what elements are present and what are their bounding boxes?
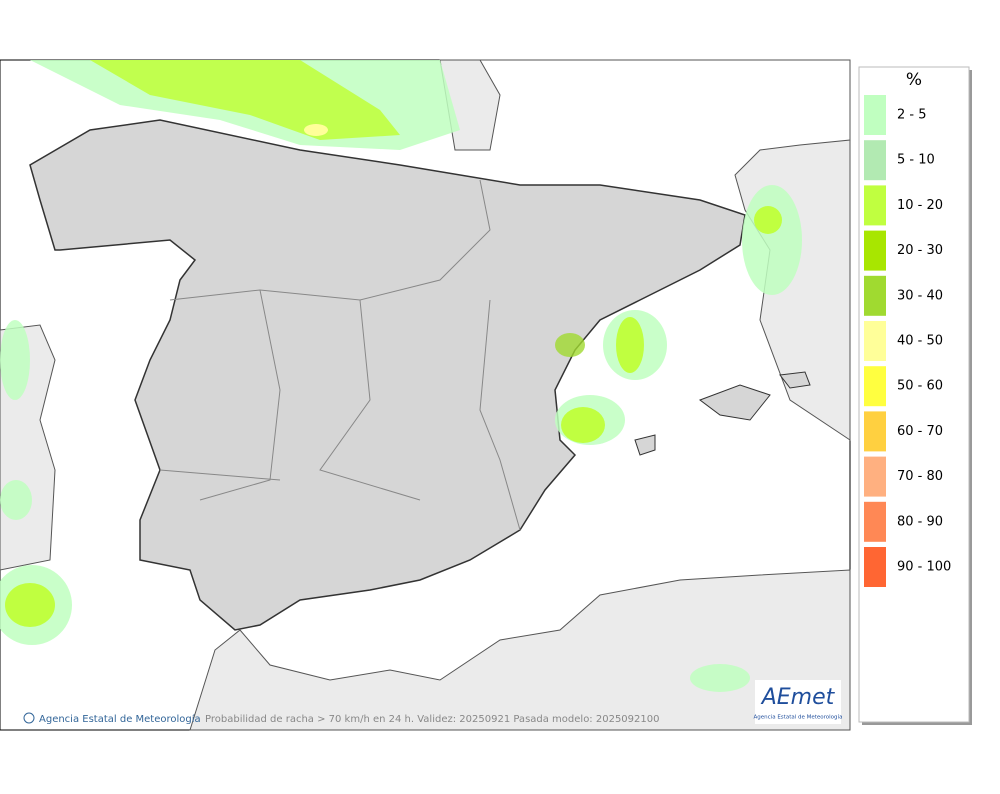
legend-swatch (864, 230, 886, 271)
legend-swatch (864, 366, 886, 407)
legend-label: 10 - 20 (897, 198, 943, 213)
logo-subtitle: Agencia Estatal de Meteorología (754, 714, 843, 721)
legend-swatch (864, 547, 886, 587)
legend-label: 90 - 100 (897, 560, 951, 575)
legend-swatch (864, 185, 886, 226)
credit: Agencia Estatal de Meteorología (39, 713, 201, 725)
ibiza (634, 434, 656, 456)
iberia (29, 119, 746, 631)
mallorca (698, 384, 771, 421)
legend-swatch (864, 321, 886, 361)
legend-label: 50 - 60 (897, 379, 943, 394)
legend-swatch (864, 275, 886, 316)
legend-swatch (864, 411, 886, 452)
legend-label: 20 - 30 (897, 243, 943, 258)
africa (189, 569, 851, 731)
caption: Probabilidad de racha > 70 km/h en 24 h.… (205, 714, 659, 725)
map: Agencia Estatal de Meteorología Probabil… (0, 59, 851, 731)
legend-label: 80 - 90 (897, 514, 943, 529)
legend-label: 70 - 80 (897, 469, 943, 484)
menorca (779, 371, 811, 389)
probability-areas (0, 60, 802, 692)
legend-label: 2 - 5 (897, 108, 927, 123)
legend-title: % (906, 70, 922, 90)
regions (159, 179, 521, 531)
logo-name: AEmet (760, 685, 836, 710)
legend-label: 5 - 10 (897, 153, 935, 168)
legend-label: 60 - 70 (897, 424, 943, 439)
logo-box (755, 680, 841, 724)
france (439, 59, 851, 441)
legend-label: 30 - 40 (897, 288, 943, 303)
legend: % 2 - 5 5 - 10 10 - 20 20 - 30 30 - 40 40 - 5… (858, 66, 972, 725)
legend-swatch (864, 140, 886, 181)
legend-label: 40 - 50 (897, 334, 943, 349)
legend-swatch (864, 501, 886, 542)
legend-swatch (864, 95, 886, 135)
copyright-icon (23, 712, 35, 724)
legend-swatch (864, 456, 886, 497)
